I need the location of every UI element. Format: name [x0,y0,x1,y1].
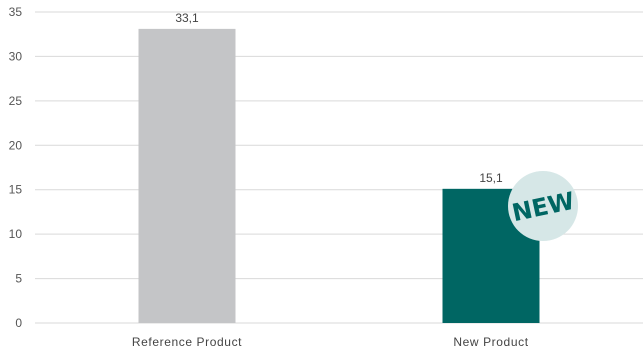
bar-reference-product [138,28,236,324]
new-badge: NEW [508,171,578,241]
y-tick-label: 25 [9,94,23,108]
y-tick-label: 15 [9,183,23,197]
y-tick-label: 0 [15,316,22,330]
x-axis-tick-labels: Reference Product New Product [132,335,528,349]
y-tick-label: 10 [9,227,23,241]
data-labels: 33,1 15,1 [175,11,503,185]
new-badge-circle [508,171,578,241]
y-tick-label: 35 [9,5,23,19]
data-label: 33,1 [175,11,199,25]
y-axis-tick-labels: 0 5 10 15 20 25 30 35 [9,5,23,330]
y-tick-label: 20 [9,138,23,152]
x-tick-label: Reference Product [132,335,242,349]
gridlines [35,11,643,324]
bars [138,28,540,324]
data-label: 15,1 [479,171,503,185]
y-tick-label: 30 [9,49,23,63]
x-tick-label: New Product [453,335,528,349]
y-tick-label: 5 [15,272,22,286]
